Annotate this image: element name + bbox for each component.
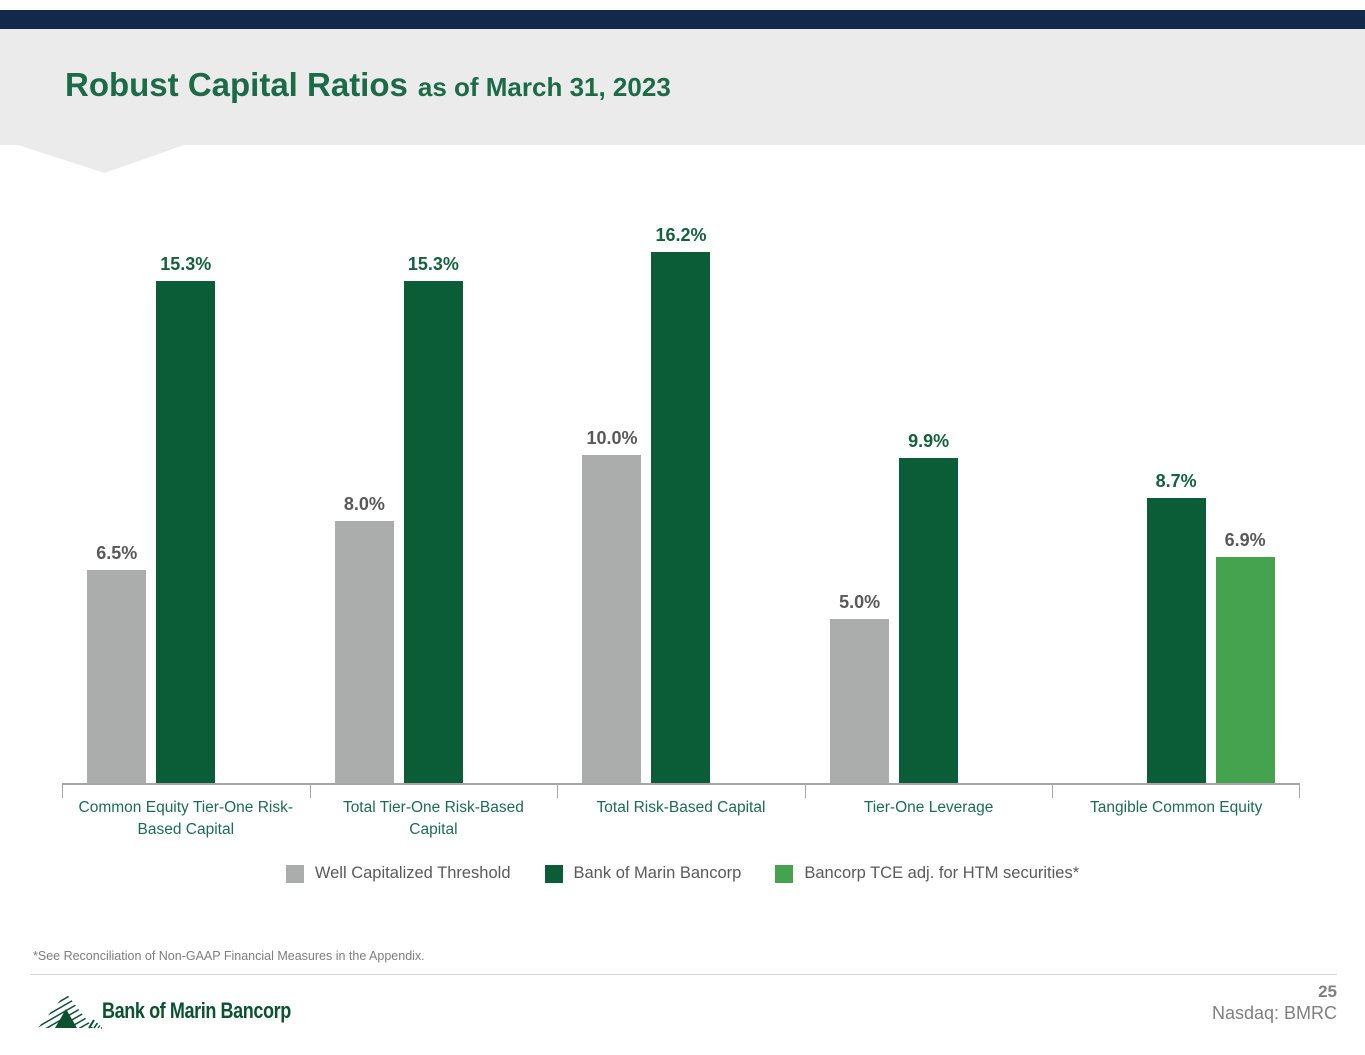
bar bbox=[830, 619, 890, 783]
legend-swatch bbox=[285, 864, 304, 883]
mountain-logo-icon bbox=[38, 993, 102, 1029]
bar bbox=[334, 520, 394, 783]
bar-value-label: 9.9% bbox=[908, 431, 950, 452]
bar bbox=[651, 251, 711, 783]
page-title-date: as of March 31, 2023 bbox=[417, 72, 671, 102]
company-logo-text: Bank of Marin Bancorp bbox=[102, 998, 291, 1023]
legend-swatch bbox=[544, 864, 563, 883]
footer-divider bbox=[30, 974, 1337, 975]
legend-item: Well Capitalized Threshold bbox=[285, 864, 511, 883]
chart-legend: Well Capitalized Threshold Bank of Marin … bbox=[0, 864, 1365, 883]
bar-value-label: 15.3% bbox=[407, 254, 459, 275]
bar-group: 10.0% 16.2% bbox=[557, 200, 805, 783]
axis-tick bbox=[1052, 783, 1054, 798]
bar-group: 8.0% 15.3% bbox=[310, 200, 558, 783]
company-logo: Bank of Marin Bancorp bbox=[36, 989, 332, 1033]
bar-value-label: 15.3% bbox=[160, 254, 212, 275]
footnote: *See Reconciliation of Non-GAAP Financia… bbox=[33, 949, 425, 963]
header-band bbox=[0, 29, 1365, 145]
bar-value-label: 6.5% bbox=[96, 542, 138, 563]
ticker-label: Nasdaq: BMRC bbox=[1211, 1003, 1337, 1023]
bar bbox=[156, 281, 216, 783]
axis-tick bbox=[557, 783, 559, 798]
legend-label: Bancorp TCE adj. for HTM securities* bbox=[804, 864, 1080, 882]
bar-slot: 6.5% bbox=[87, 542, 147, 783]
bar-group: 6.5% 15.3% bbox=[62, 200, 310, 783]
category-label: Common Equity Tier-One Risk-Based Capita… bbox=[78, 799, 294, 839]
axis-tick bbox=[1299, 783, 1300, 798]
bar-value-label: 8.7% bbox=[1155, 470, 1197, 491]
bar bbox=[87, 569, 147, 783]
category-label: Tier-One Leverage bbox=[863, 799, 994, 816]
page-number: 25 bbox=[1318, 982, 1337, 1001]
bar-value-label: 8.0% bbox=[343, 493, 385, 514]
category-label: Tangible Common Equity bbox=[1090, 799, 1263, 816]
bar bbox=[403, 281, 463, 783]
bar bbox=[1146, 497, 1206, 783]
bar bbox=[899, 458, 959, 783]
bar-value-label: 6.9% bbox=[1224, 529, 1266, 550]
header-notch bbox=[15, 144, 187, 173]
bar-slot: 8.0% bbox=[334, 493, 394, 783]
axis-tick bbox=[804, 783, 806, 798]
legend-swatch bbox=[775, 864, 794, 883]
bar-slot: 15.3% bbox=[156, 254, 216, 783]
bar-slot: 8.7% bbox=[1146, 470, 1206, 783]
axis-tick bbox=[62, 783, 63, 798]
legend-label: Bank of Marin Bancorp bbox=[573, 864, 742, 882]
legend-item: Bancorp TCE adj. for HTM securities* bbox=[775, 864, 1079, 883]
bar-slot: 9.9% bbox=[899, 431, 959, 783]
axis-tick bbox=[309, 783, 311, 798]
bar bbox=[582, 455, 642, 783]
page-title-main: Robust Capital Ratios bbox=[65, 66, 408, 103]
footer-right: 25 Nasdaq: BMRC bbox=[1212, 981, 1337, 1024]
top-accent-bar bbox=[0, 10, 1365, 29]
bar bbox=[1215, 556, 1275, 783]
bar-group: 5.0% 9.9% bbox=[805, 200, 1053, 783]
bar-slot: 10.0% bbox=[582, 428, 642, 783]
bar-value-label: 16.2% bbox=[655, 224, 707, 245]
x-axis-line bbox=[62, 783, 1300, 785]
legend-label: Well Capitalized Threshold bbox=[314, 864, 511, 882]
bar-slot: 6.9% bbox=[1215, 529, 1275, 783]
bar-value-label: 10.0% bbox=[586, 428, 638, 448]
plot-area: 6.5% 15.3% 8.0% 15.3% 10.0% 16.2% 5.0% 9.9% 8.7%… bbox=[62, 200, 1300, 783]
category-label: Total Risk-Based Capital bbox=[596, 799, 766, 816]
bar-slot: 15.3% bbox=[403, 254, 463, 783]
legend-item: Bank of Marin Bancorp bbox=[544, 864, 742, 883]
page-title: Robust Capital Ratios as of March 31, 202… bbox=[65, 66, 671, 104]
bar-value-label: 5.0% bbox=[839, 592, 881, 612]
bar-group: 8.7% 6.9% bbox=[1052, 200, 1300, 783]
bar-slot: 16.2% bbox=[651, 224, 711, 783]
category-axis-labels: Common Equity Tier-One Risk-Based Capita… bbox=[62, 797, 1300, 842]
category-label: Total Tier-One Risk-Based Capital bbox=[342, 799, 524, 839]
bar-slot: 5.0% bbox=[830, 592, 890, 783]
